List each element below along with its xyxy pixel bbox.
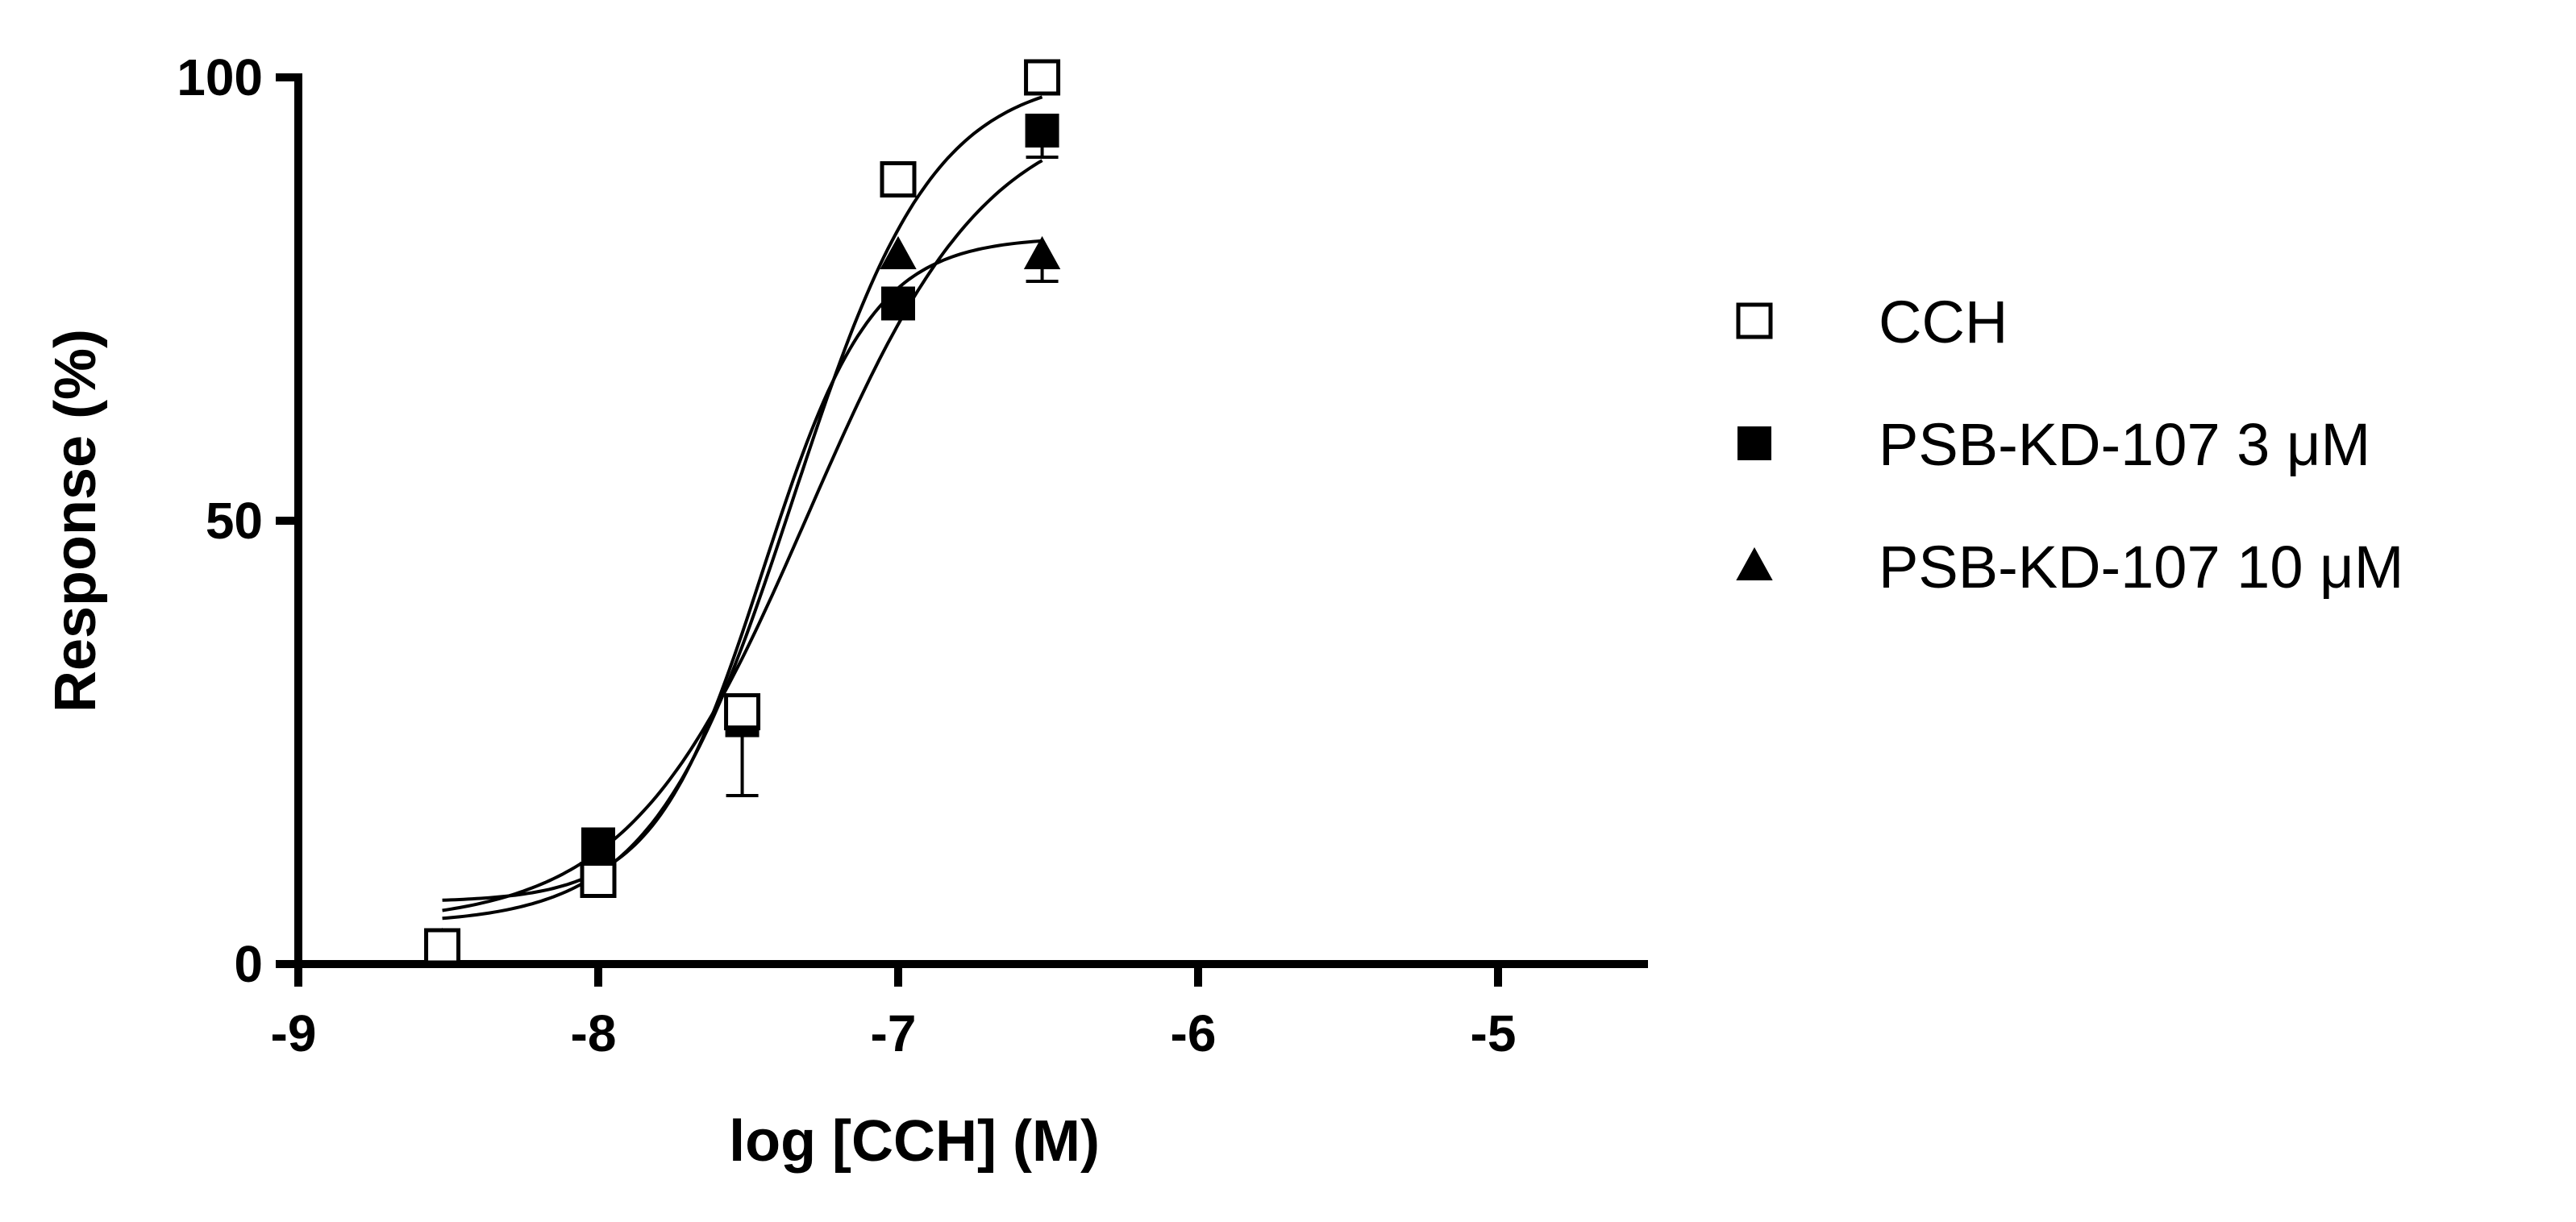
data-point-series-1 xyxy=(724,693,761,729)
legend-marker-3 xyxy=(1736,547,1773,580)
legend-label-3: PSB-KD-107 10 μM xyxy=(1879,534,2403,601)
x-tick-label: -9 xyxy=(271,1004,317,1062)
legend-label-2: PSB-KD-107 3 μM xyxy=(1879,411,2370,478)
legend-marker-2 xyxy=(1737,426,1771,460)
data-point-series-1 xyxy=(1024,59,1061,96)
data-point-series-2 xyxy=(881,286,915,321)
data-point-series-1 xyxy=(880,161,917,197)
y-axis-title: Response (%) xyxy=(44,329,108,713)
x-axis-title: log [CCH] (M) xyxy=(729,1109,1100,1174)
data-point-series-2 xyxy=(581,827,615,862)
fit-curve-series-1 xyxy=(442,95,1043,921)
legend-item-2: PSB-KD-107 3 μM xyxy=(1737,411,2370,478)
data-point-series-3 xyxy=(1023,235,1061,269)
data-point-series-3 xyxy=(880,235,917,269)
data-point-series-2 xyxy=(1025,114,1059,148)
y-tick-label: 50 xyxy=(206,492,263,550)
legend: CCH PSB-KD-107 3 μM PSB-KD-107 10 μM xyxy=(1736,289,2403,601)
x-tick-label: -7 xyxy=(871,1004,917,1062)
legend-item-1: CCH xyxy=(1736,289,2008,355)
x-tick-label: -6 xyxy=(1171,1004,1217,1062)
data-points xyxy=(423,59,1061,965)
y-tick-label: 0 xyxy=(234,935,263,993)
data-point-series-1 xyxy=(580,862,617,898)
data-point-series-1 xyxy=(424,928,461,965)
x-tick-label: -8 xyxy=(571,1004,617,1062)
y-tick-label: 100 xyxy=(177,48,263,106)
legend-item-3: PSB-KD-107 10 μM xyxy=(1736,534,2403,601)
x-tick-label: -5 xyxy=(1471,1004,1517,1062)
fit-curves xyxy=(442,95,1043,921)
axes: -9 -8 -7 -6 -5 0 50 100 xyxy=(177,48,1648,1062)
fit-curve-series-3 xyxy=(442,239,1042,902)
legend-label-1: CCH xyxy=(1879,289,2008,355)
legend-marker-1 xyxy=(1736,302,1773,339)
fit-curve-series-2 xyxy=(442,159,1043,912)
